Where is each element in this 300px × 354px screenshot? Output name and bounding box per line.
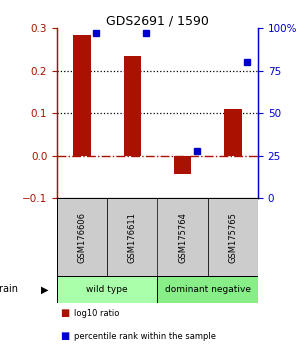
Text: percentile rank within the sample: percentile rank within the sample [74,332,215,341]
Text: GSM175765: GSM175765 [228,212,237,263]
Text: GSM176611: GSM176611 [128,212,137,263]
Bar [124,56,141,156]
Text: log10 ratio: log10 ratio [74,309,119,318]
Bar [174,156,191,174]
Text: ▶: ▶ [41,284,49,295]
Text: wild type: wild type [86,285,128,294]
Bar [57,198,107,276]
Bar [57,276,158,303]
Bar [158,276,258,303]
Text: GSM176606: GSM176606 [78,212,87,263]
Text: strain: strain [0,284,18,295]
Text: dominant negative: dominant negative [165,285,251,294]
Bar [158,198,208,276]
Text: GSM175764: GSM175764 [178,212,187,263]
Title: GDS2691 / 1590: GDS2691 / 1590 [106,14,209,27]
Text: ■: ■ [60,308,69,318]
Text: ■: ■ [60,331,69,341]
Bar [107,198,158,276]
Bar [73,35,91,156]
Bar [208,198,258,276]
Bar [224,109,242,156]
